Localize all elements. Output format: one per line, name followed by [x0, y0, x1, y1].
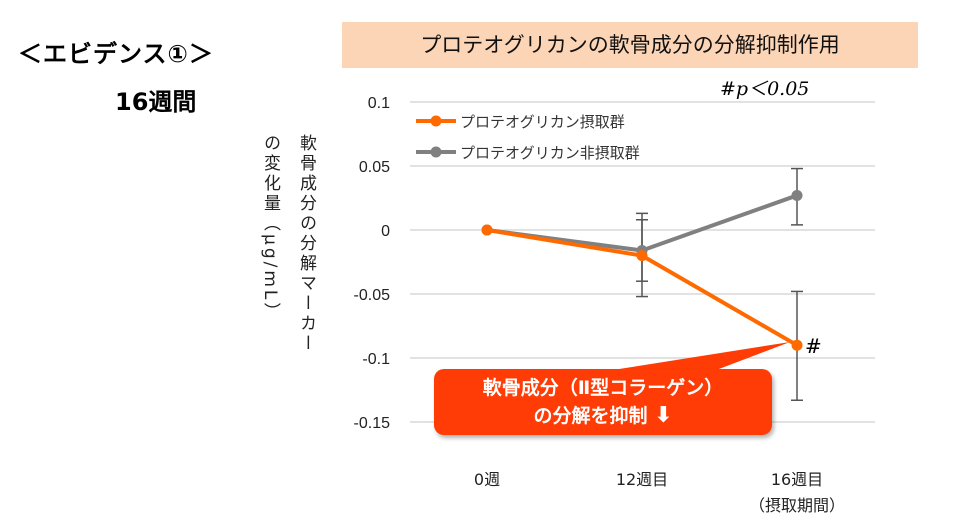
y-axis-label-2: の変化量（μg/mL） [260, 134, 280, 323]
legend-label: プロテオグリカン摂取群 [460, 113, 625, 131]
legend-marker [430, 115, 442, 127]
data-point [791, 339, 803, 351]
evidence-heading: ＜エビデンス①＞ [18, 40, 214, 68]
y-tick-label: -0.1 [362, 351, 390, 368]
x-tick-label: 16週目 [770, 470, 824, 489]
y-tick-label: -0.05 [354, 287, 391, 304]
significance-mark: # [805, 334, 822, 358]
x-tick-label: 12週目 [615, 470, 669, 489]
data-point [636, 250, 648, 262]
callout-box: 軟骨成分（Ⅱ型コラーゲン） の分解を抑制 ⬇ [434, 369, 772, 435]
y-tick-label: -0.15 [354, 415, 391, 432]
callout-line-1: 軟骨成分（Ⅱ型コラーゲン） [482, 377, 724, 399]
duration-label: 16週間 [115, 88, 197, 116]
legend-marker [430, 146, 442, 158]
chart-title: プロテオグリカンの軟骨成分の分解抑制作用 [342, 22, 918, 68]
data-point [791, 189, 803, 201]
y-axis-label-1: 軟骨成分の分解マーカー [296, 134, 316, 354]
data-point [481, 224, 493, 236]
y-tick-label: 0.1 [368, 95, 390, 112]
significance-note: #p＜0.05 [720, 78, 810, 100]
y-tick-label: 0.05 [359, 159, 390, 176]
y-tick-label: 0 [381, 223, 390, 240]
legend-label: プロテオグリカン非摂取群 [460, 144, 640, 162]
x-tick-note: （摂取期間） [748, 496, 845, 515]
callout-line-2: の分解を抑制 ⬇ [533, 403, 673, 428]
x-tick-label: 0週 [473, 470, 501, 489]
down-arrow-icon: ⬇ [654, 403, 673, 428]
